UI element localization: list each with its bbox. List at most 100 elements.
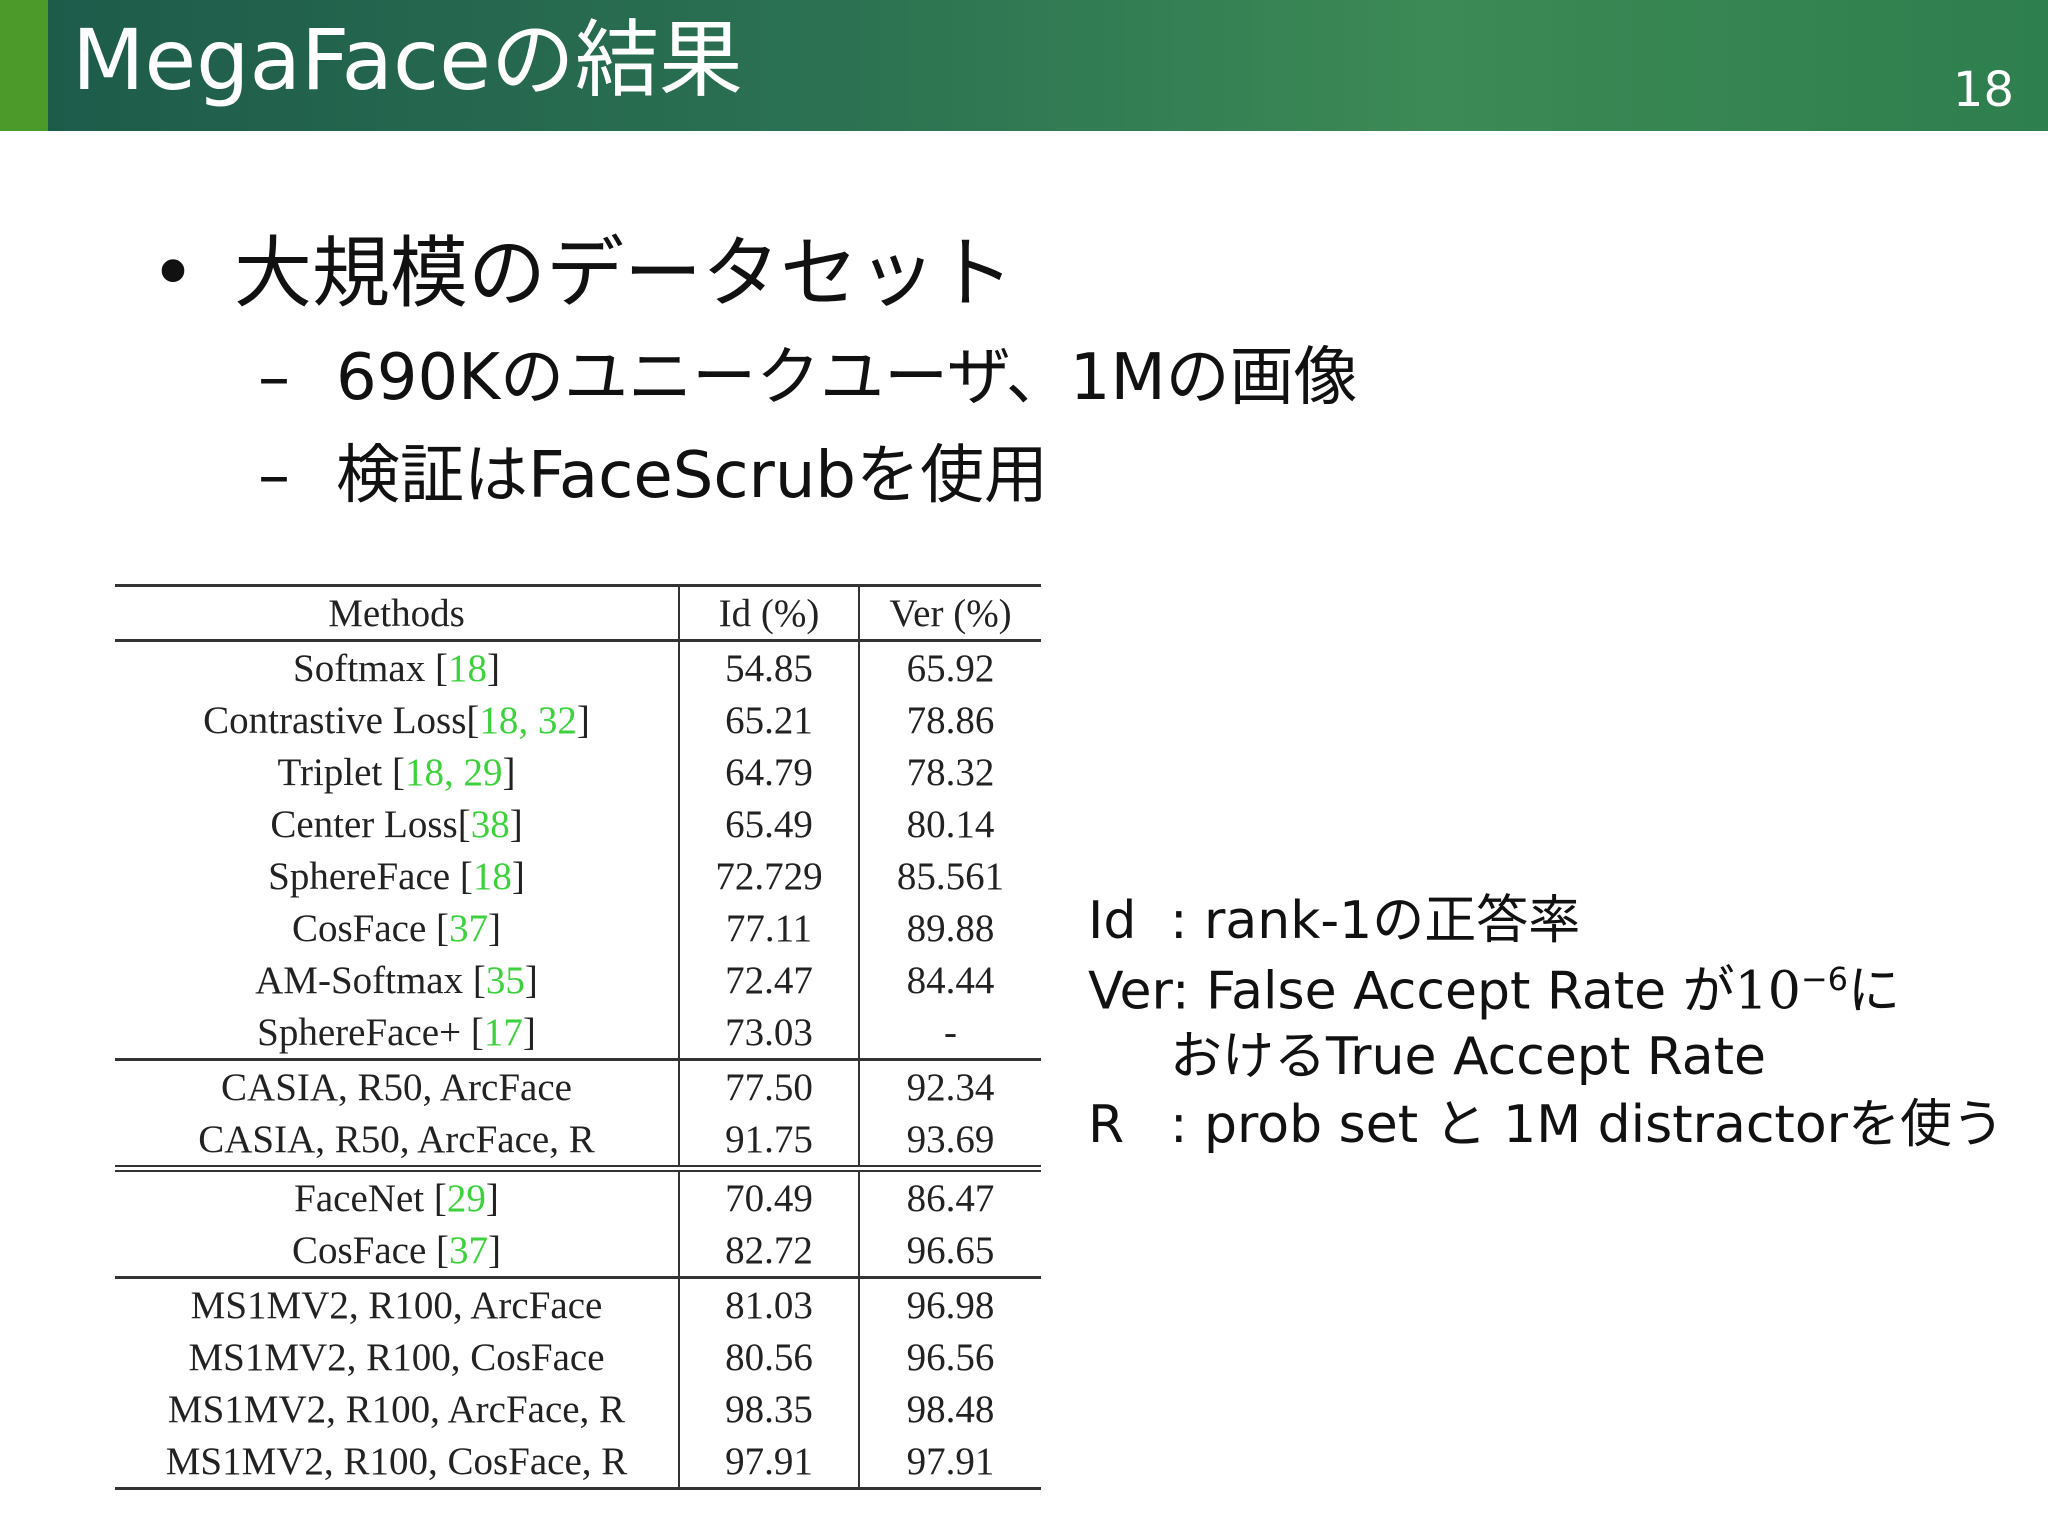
method-text: ] bbox=[502, 750, 516, 794]
method-cell: MS1MV2, R100, CosFace bbox=[115, 1331, 679, 1383]
id-cell: 77.11 bbox=[678, 902, 859, 954]
ver-cell: 84.44 bbox=[858, 954, 1041, 1006]
table-row: Center Loss[38] 65.49 80.14 bbox=[115, 798, 1041, 850]
method-cell: CASIA, R50, ArcFace bbox=[115, 1060, 679, 1114]
note-text: : prob set と 1M distractorを使う bbox=[1170, 1095, 2005, 1155]
method-cell: MS1MV2, R100, ArcFace bbox=[115, 1278, 679, 1332]
note-continuation: おけるTrue Accept Rate bbox=[1170, 1027, 1766, 1087]
method-cell: Triplet [18, 29] bbox=[115, 746, 679, 798]
bullet-dot: • bbox=[150, 229, 197, 319]
table-group: Softmax [18] 54.85 65.92 Contrastive Loss[1… bbox=[115, 640, 1041, 1060]
id-cell: 97.91 bbox=[678, 1435, 859, 1489]
bullet-text: 大規模のデータセット bbox=[234, 229, 1015, 319]
method-text: MS1MV2, R100, ArcFace, R bbox=[167, 1387, 626, 1431]
note-base: 10 bbox=[1734, 961, 1801, 1022]
method-text: Softmax [ bbox=[293, 646, 448, 690]
citation: 35 bbox=[485, 958, 525, 1002]
method-cell: Center Loss[38] bbox=[115, 798, 679, 850]
bullet-dash: – bbox=[258, 341, 290, 415]
sub-bullet-text: 検証はFaceScrubを使用 bbox=[336, 439, 1049, 513]
table-row: CASIA, R50, ArcFace, R 91.75 93.69 bbox=[115, 1113, 1041, 1169]
method-cell: MS1MV2, R100, ArcFace, R bbox=[115, 1383, 679, 1435]
ver-cell: 97.91 bbox=[858, 1435, 1041, 1489]
id-cell: 82.72 bbox=[678, 1224, 859, 1278]
note: Ver: False Accept Rate が10−6に bbox=[1088, 963, 1900, 1017]
id-cell: 73.03 bbox=[678, 1006, 859, 1060]
method-text: ] bbox=[522, 1010, 536, 1054]
ver-cell: 93.69 bbox=[858, 1113, 1041, 1169]
citation: 18 bbox=[472, 854, 512, 898]
table-row: Contrastive Loss[18, 32] 65.21 78.86 bbox=[115, 694, 1041, 746]
ver-cell: 86.47 bbox=[858, 1168, 1041, 1224]
method-text: CosFace [ bbox=[291, 1228, 450, 1272]
method-text: MS1MV2, R100, CosFace bbox=[188, 1335, 605, 1379]
method-cell: SphereFace+ [17] bbox=[115, 1006, 679, 1060]
note-label: Ver: bbox=[1088, 961, 1190, 1022]
method-cell: CASIA, R50, ArcFace, R bbox=[115, 1113, 679, 1169]
ver-cell: 96.56 bbox=[858, 1331, 1041, 1383]
ver-cell: 89.88 bbox=[858, 902, 1041, 954]
ver-cell: 98.48 bbox=[858, 1383, 1041, 1435]
note-text: False Accept Rate が bbox=[1206, 961, 1735, 1022]
method-text: AM-Softmax [ bbox=[255, 958, 486, 1002]
header-row: Methods Id (%) Ver (%) bbox=[115, 584, 1041, 642]
header-accent bbox=[0, 0, 48, 131]
note-exponent: −6 bbox=[1800, 960, 1848, 998]
table-row: MS1MV2, R100, CosFace 80.56 96.56 bbox=[115, 1331, 1041, 1383]
method-cell: Softmax [18] bbox=[115, 641, 679, 695]
id-cell: 54.85 bbox=[678, 640, 859, 694]
table-header: Methods Id (%) Ver (%) bbox=[115, 584, 1041, 642]
ver-cell: 78.32 bbox=[858, 746, 1041, 798]
note: Id: rank-1の正答率 bbox=[1088, 895, 1580, 947]
method-text: CASIA, R50, ArcFace, R bbox=[198, 1117, 595, 1161]
note: R: prob set と 1M distractorを使う bbox=[1088, 1099, 2004, 1151]
method-text: Center Loss[ bbox=[270, 802, 471, 846]
bullet-dash: – bbox=[258, 439, 290, 513]
citation: 37 bbox=[449, 906, 489, 950]
table-group: MS1MV2, R100, ArcFace 81.03 96.98 MS1MV2, R… bbox=[115, 1277, 1041, 1489]
citation: 18, 32 bbox=[479, 698, 577, 742]
citation: 17 bbox=[483, 1010, 523, 1054]
method-cell: SphereFace [18] bbox=[115, 850, 679, 902]
citation: 18 bbox=[447, 646, 487, 690]
table-row: AM-Softmax [35] 72.47 84.44 bbox=[115, 954, 1041, 1006]
note-label: Id bbox=[1088, 891, 1137, 951]
id-cell: 72.729 bbox=[678, 850, 859, 902]
method-text: Triplet [ bbox=[277, 750, 406, 794]
method-text: MS1MV2, R100, CosFace, R bbox=[165, 1439, 628, 1483]
id-cell: 80.56 bbox=[678, 1331, 859, 1383]
method-text: ] bbox=[488, 906, 502, 950]
header-bar: MegaFaceの結果 18 bbox=[0, 0, 2048, 131]
page-number: 18 bbox=[1952, 62, 2014, 118]
id-cell: 81.03 bbox=[678, 1277, 859, 1331]
table-row: SphereFace+ [17] 73.03- bbox=[115, 1006, 1041, 1060]
id-cell: 77.50 bbox=[678, 1059, 859, 1113]
table-row: Triplet [18, 29] 64.79 78.32 bbox=[115, 746, 1041, 798]
method-cell: FaceNet [29] bbox=[115, 1169, 679, 1225]
ver-cell: 80.14 bbox=[858, 798, 1041, 850]
citation: 29 bbox=[446, 1176, 486, 1220]
table-group: FaceNet [29] 70.49 86.47 CosFace [37] 82.72 9… bbox=[115, 1168, 1041, 1278]
citation: 38 bbox=[470, 802, 510, 846]
id-cell: 65.21 bbox=[678, 694, 859, 746]
citation: 18, 29 bbox=[405, 750, 503, 794]
method-text: ] bbox=[576, 698, 590, 742]
method-text: MS1MV2, R100, ArcFace bbox=[190, 1283, 603, 1327]
id-cell: 64.79 bbox=[678, 746, 859, 798]
table-row: Softmax [18] 54.85 65.92 bbox=[115, 640, 1041, 695]
table-row: MS1MV2, R100, ArcFace, R 98.35 98.48 bbox=[115, 1383, 1041, 1435]
method-text: ] bbox=[486, 646, 500, 690]
ver-cell: 96.65 bbox=[858, 1224, 1041, 1278]
ver-cell: 92.34 bbox=[858, 1059, 1041, 1113]
method-cell: CosFace [37] bbox=[115, 1224, 679, 1278]
method-text: CosFace [ bbox=[291, 906, 450, 950]
method-text: ] bbox=[509, 802, 523, 846]
method-text: ] bbox=[485, 1176, 499, 1220]
note-text: : rank-1の正答率 bbox=[1170, 891, 1581, 951]
id-cell: 91.75 bbox=[678, 1113, 859, 1169]
table-row: CASIA, R50, ArcFace 77.50 92.34 bbox=[115, 1059, 1041, 1114]
note-label: R bbox=[1088, 1095, 1125, 1155]
citation: 37 bbox=[449, 1228, 489, 1272]
ver-cell: 96.98 bbox=[858, 1277, 1041, 1331]
